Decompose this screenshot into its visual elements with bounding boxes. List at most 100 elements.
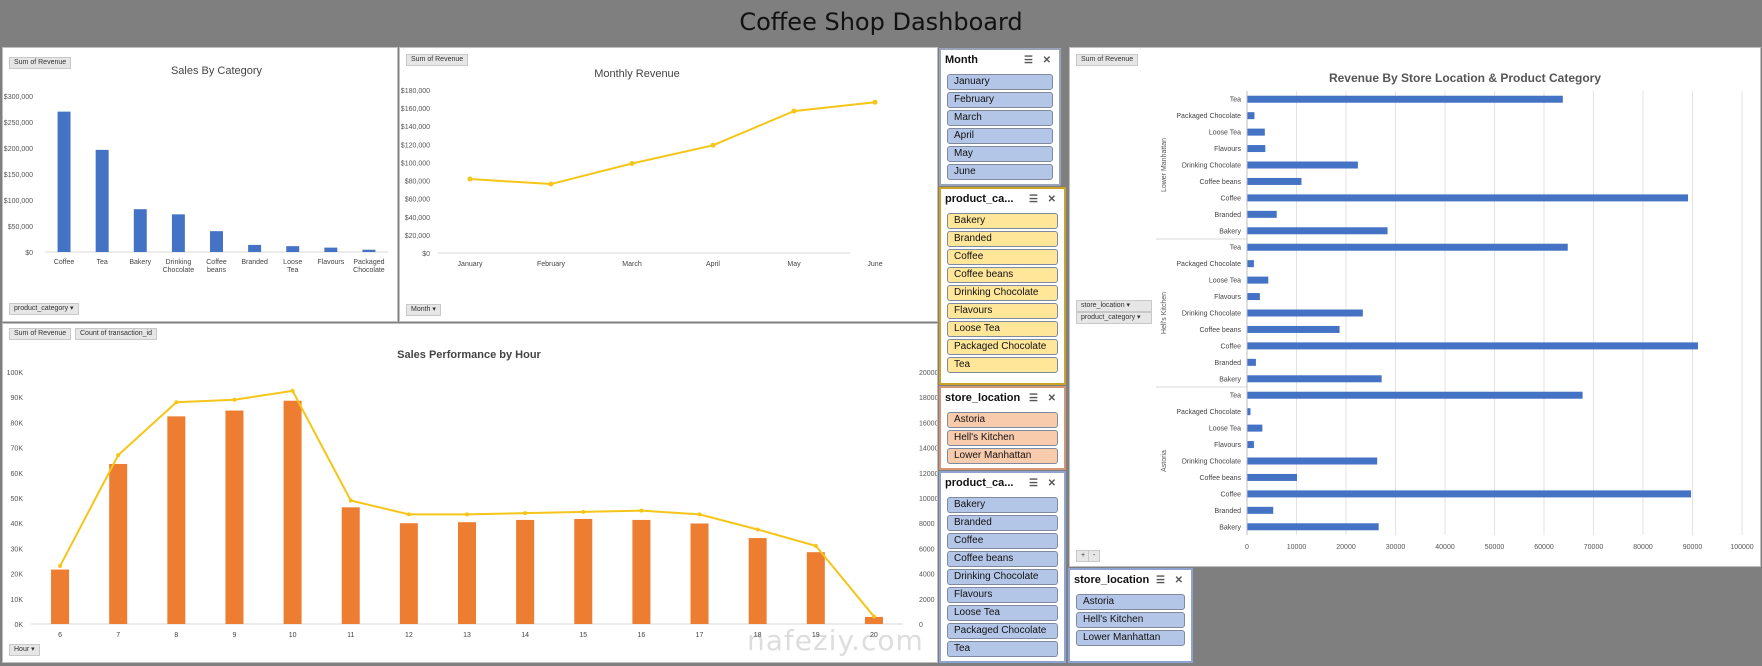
clear-filter-icon[interactable]: ✕ (1047, 393, 1056, 404)
multi-select-icon[interactable]: ☰ (1029, 478, 1038, 489)
hour-revenue-bar (574, 518, 593, 624)
slicer-item[interactable]: Bakery (947, 213, 1058, 229)
slicer-item[interactable]: Loose Tea (947, 321, 1058, 337)
slicer-item[interactable]: Astoria (947, 412, 1058, 428)
store-location-row-button[interactable]: store_location (1076, 300, 1152, 312)
collapse-button[interactable]: - (1088, 550, 1101, 562)
multi-select-icon[interactable]: ☰ (1024, 55, 1033, 66)
store-category-bar (1247, 490, 1692, 498)
x-tick-label: 15 (579, 632, 587, 639)
slicer-item[interactable]: Branded (947, 515, 1058, 531)
slicer-item[interactable]: May (947, 146, 1053, 162)
x-tick-label: 14 (521, 632, 529, 639)
y-tick-label: Branded (1215, 360, 1242, 367)
slicer-item[interactable]: April (947, 128, 1053, 144)
clear-filter-icon[interactable]: ✕ (1047, 478, 1056, 489)
slicer-item[interactable]: Tea (947, 641, 1058, 657)
expand-button[interactable]: + (1076, 550, 1091, 562)
count-transaction-button[interactable]: Count of transaction_id (75, 328, 157, 340)
store-category-bar (1247, 523, 1379, 531)
sum-of-revenue-button[interactable]: Sum of Revenue (9, 328, 72, 340)
revenue-point (872, 99, 878, 105)
y-tick-label: Coffee (1221, 343, 1242, 350)
slicer-item[interactable]: Tea (947, 357, 1058, 373)
category-bar (57, 111, 71, 252)
x-tick-label: 70000 (1584, 544, 1604, 551)
y-right-tick-label: 12000 (919, 471, 937, 478)
product-category-slicer-2[interactable]: product_ca... ☰ ✕ Bakery Branded Coffee Coffee… (939, 471, 1066, 663)
x-tick-label: February (537, 261, 566, 268)
slicer-item[interactable]: Coffee beans (947, 551, 1058, 567)
y-left-tick-label: 70K (11, 446, 24, 453)
slicer-item[interactable]: Packaged Chocolate (947, 339, 1058, 355)
multi-select-icon[interactable]: ☰ (1156, 575, 1165, 586)
slicer-item[interactable]: Bakery (947, 497, 1058, 513)
clear-filter-icon[interactable]: ✕ (1042, 55, 1051, 66)
hour-filter-button[interactable]: Hour (9, 644, 40, 656)
slicer-item[interactable]: Coffee (947, 249, 1058, 265)
hour-revenue-bar (516, 519, 535, 624)
hour-revenue-bar (225, 410, 244, 624)
product-category-row-button[interactable]: product_category (1076, 312, 1152, 324)
store-category-bar (1247, 408, 1251, 416)
slicer-item[interactable]: Drinking Chocolate (947, 569, 1058, 585)
store-location-slicer-2[interactable]: store_location ☰ ✕ Astoria Hell's Kitchen Low… (1068, 568, 1193, 663)
y-tick-label: Tea (1230, 393, 1241, 400)
sales-by-category-chart[interactable]: Sum of Revenue Sales By Category $0 $50,00… (2, 47, 398, 322)
x-tick-label: January (458, 261, 483, 268)
product-category-filter-button[interactable]: product_category (9, 303, 79, 315)
hour-revenue-bar (109, 463, 128, 624)
store-category-bar (1247, 177, 1302, 185)
slicer-item[interactable]: February (947, 92, 1053, 108)
y-tick-label: $150,000 (4, 172, 33, 179)
slicer-item[interactable]: Packaged Chocolate (947, 623, 1058, 639)
sum-of-revenue-button[interactable]: Sum of Revenue (9, 57, 72, 69)
y-left-tick-label: 100K (7, 370, 24, 377)
clear-filter-icon[interactable]: ✕ (1047, 194, 1056, 205)
slicer-item[interactable]: Lower Manhattan (1076, 630, 1185, 646)
slicer-item[interactable]: Loose Tea (947, 605, 1058, 621)
transaction-point (697, 512, 702, 517)
slicer-item[interactable]: Branded (947, 231, 1058, 247)
month-filter-button[interactable]: Month (406, 304, 441, 316)
sum-of-revenue-button[interactable]: Sum of Revenue (406, 54, 469, 66)
y-right-tick-label: 18000 (919, 395, 937, 402)
month-slicer[interactable]: Month ☰ ✕ January February March April May June (939, 48, 1061, 186)
slicer-item[interactable]: Lower Manhattan (947, 448, 1058, 464)
store-category-bar (1247, 260, 1254, 268)
x-tick-label: 12 (405, 632, 413, 639)
slicer-item[interactable]: Drinking Chocolate (947, 285, 1058, 301)
store-location-slicer[interactable]: store_location ☰ ✕ Astoria Hell's Kitchen Low… (939, 386, 1066, 470)
x-tick-label: 11 (347, 632, 354, 639)
store-category-chart[interactable]: Sum of Revenue Revenue By Store Location… (1069, 47, 1761, 567)
sum-of-revenue-button[interactable]: Sum of Revenue (1076, 54, 1139, 66)
category-bar (362, 249, 376, 252)
slicer-item[interactable]: March (947, 110, 1053, 126)
slicer-item[interactable]: Flavours (947, 587, 1058, 603)
slicer-item[interactable]: Hell's Kitchen (947, 430, 1058, 446)
multi-select-icon[interactable]: ☰ (1029, 194, 1038, 205)
multi-select-icon[interactable]: ☰ (1029, 393, 1038, 404)
x-tick-label: 20 (870, 632, 878, 639)
slicer-item[interactable]: Coffee (947, 533, 1058, 549)
x-tick-label: Bakery (129, 259, 151, 266)
slicer-item[interactable]: Hell's Kitchen (1076, 612, 1185, 628)
y-left-tick-label: 50K (11, 496, 24, 503)
monthly-revenue-chart[interactable]: Sum of Revenue Monthly Revenue $0 $20,000 $… (399, 47, 938, 322)
y-right-tick-label: 0 (919, 622, 923, 629)
transaction-point (523, 511, 528, 516)
y-tick-label: $0 (422, 251, 430, 258)
slicer-item[interactable]: Flavours (947, 303, 1058, 319)
y-tick-label: $80,000 (405, 179, 430, 186)
slicer-item[interactable]: Astoria (1076, 594, 1185, 610)
y-tick-label: $50,000 (8, 224, 33, 231)
slicer-item[interactable]: June (947, 164, 1053, 180)
slicer-item[interactable]: Coffee beans (947, 267, 1058, 283)
product-category-slicer[interactable]: product_ca... ☰ ✕ Bakery Branded Coffee Coffee… (939, 187, 1066, 385)
slicer-item[interactable]: January (947, 74, 1053, 90)
sales-by-hour-chart[interactable]: Sum of Revenue Count of transaction_id S… (2, 323, 938, 663)
y-tick-label: Flavours (1214, 442, 1241, 449)
x-tick-label: Tea (287, 267, 298, 274)
store-category-bar (1247, 145, 1266, 153)
clear-filter-icon[interactable]: ✕ (1174, 575, 1183, 586)
